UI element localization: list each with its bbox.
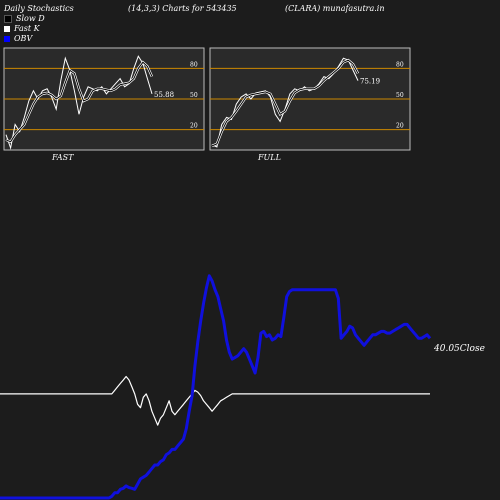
panel-label: FULL xyxy=(257,153,281,162)
legend: Slow D Fast K OBV xyxy=(4,14,45,44)
tick-label: 50 xyxy=(396,92,404,99)
close-value-label: 40.05Close xyxy=(433,344,485,354)
tick-label: 20 xyxy=(190,123,198,130)
slow-d-swatch-icon xyxy=(4,15,12,23)
obv-line xyxy=(0,274,432,500)
tick-label: 50 xyxy=(190,92,198,99)
slow-d-line xyxy=(211,59,359,147)
full-panel: 80 50 20 75.19 FULL xyxy=(209,47,411,162)
last-value-label: 75.19 xyxy=(360,78,380,86)
legend-label: Fast K xyxy=(14,24,40,33)
chart-title-center: (14,3,3) Charts for 543435 xyxy=(128,4,237,13)
legend-label: OBV xyxy=(14,34,33,43)
close-line xyxy=(0,375,430,426)
last-value-label: 55.88 xyxy=(154,91,174,99)
fast-k-line xyxy=(5,55,153,150)
tick-label: 80 xyxy=(190,61,198,68)
chart-title-right: (CLARA) munafasutra.in xyxy=(285,4,385,13)
slow-d-line xyxy=(5,61,153,143)
legend-item-fast-k: Fast K xyxy=(4,24,45,34)
fast-panel: 80 50 20 55.88 FAST xyxy=(3,47,205,162)
tick-label: 80 xyxy=(396,61,404,68)
obv-swatch-icon xyxy=(4,36,10,42)
legend-label: Slow D xyxy=(16,14,45,23)
tick-label: 20 xyxy=(396,123,404,130)
legend-item-slow-d: Slow D xyxy=(4,14,45,24)
legend-item-obv: OBV xyxy=(4,34,45,44)
obv-panel: 40.05Close xyxy=(0,274,485,500)
chart-title-left: Daily Stochastics xyxy=(4,4,74,13)
fast-k-swatch-icon xyxy=(4,26,10,32)
panel-label: FAST xyxy=(51,153,74,162)
